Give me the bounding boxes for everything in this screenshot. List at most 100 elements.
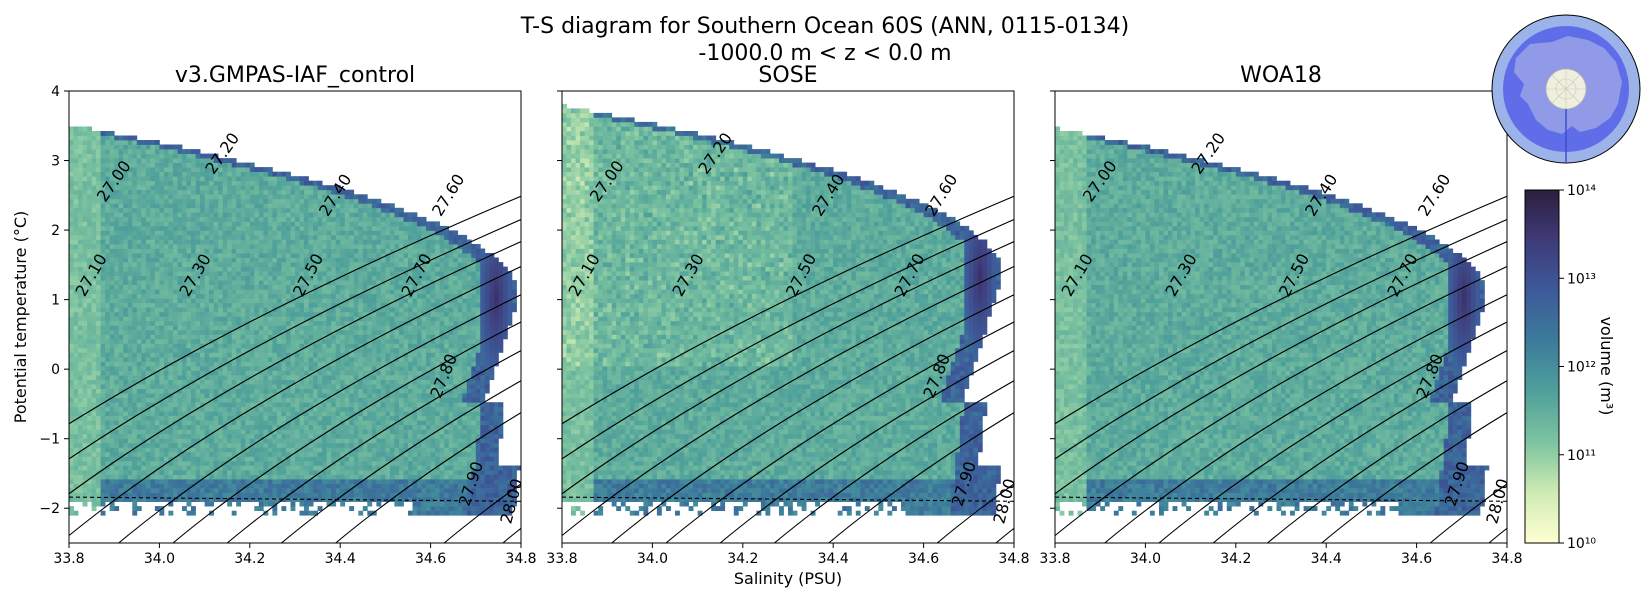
volume-cell — [263, 420, 269, 426]
volume-cell — [299, 316, 305, 322]
volume-cell — [109, 230, 115, 236]
volume-cell — [91, 384, 97, 389]
volume-cell — [299, 221, 305, 227]
volume-cell — [299, 325, 305, 331]
volume-cell — [132, 167, 138, 172]
volume-cell — [358, 325, 364, 331]
volume-cell — [308, 266, 314, 272]
volume-cell — [276, 302, 282, 308]
volume-cell — [177, 375, 183, 380]
volume-cell — [159, 488, 165, 493]
volume-cell — [340, 474, 346, 480]
volume-cell — [168, 447, 174, 453]
volume-cell — [100, 361, 106, 367]
volume-cell — [141, 492, 147, 498]
volume-cell — [281, 307, 287, 313]
volume-cell — [96, 153, 101, 159]
volume-cell — [91, 506, 97, 511]
volume-cell — [82, 140, 88, 145]
volume-cell — [177, 402, 183, 408]
volume-cell — [353, 366, 359, 371]
volume-cell — [173, 465, 178, 471]
volume-cell — [69, 176, 74, 182]
volume-cell — [349, 316, 355, 322]
volume-cell — [227, 456, 233, 462]
volume-cell — [326, 298, 332, 304]
volume-cell — [263, 289, 269, 295]
volume-cell — [100, 284, 106, 290]
volume-cell — [73, 207, 79, 213]
volume-cell — [222, 239, 228, 245]
volume-cell — [91, 293, 97, 299]
volume-cell — [127, 497, 133, 502]
volume-cell — [313, 225, 318, 231]
volume-cell — [168, 357, 174, 362]
volume-cell — [163, 411, 169, 417]
volume-cell — [281, 207, 287, 213]
volume-cell — [340, 271, 346, 276]
volume-cell — [299, 465, 305, 471]
volume-cell — [173, 388, 178, 394]
volume-cell — [258, 239, 264, 245]
volume-cell — [272, 506, 278, 511]
volume-cell — [290, 470, 296, 475]
volume-cell — [69, 239, 74, 245]
volume-cell — [141, 171, 147, 177]
volume-cell — [317, 189, 323, 195]
volume-cell — [272, 293, 278, 299]
volume-cell — [132, 465, 138, 471]
volume-cell — [177, 420, 183, 426]
volume-cell — [322, 470, 327, 475]
volume-cell — [204, 483, 210, 489]
volume-cell — [290, 456, 296, 462]
volume-cell — [313, 325, 318, 331]
volume-cell — [258, 248, 264, 254]
volume-cell — [272, 397, 278, 403]
volume-cell — [154, 402, 160, 408]
volume-cell — [240, 244, 246, 249]
volume-cell — [78, 307, 83, 313]
volume-cell — [91, 239, 97, 245]
volume-cell — [69, 492, 74, 498]
volume-cell — [154, 506, 160, 511]
volume-cell — [78, 221, 83, 227]
volume-cell — [123, 465, 129, 471]
volume-cell — [177, 307, 183, 313]
volume-cell — [159, 271, 165, 276]
volume-cell — [186, 352, 192, 358]
volume-cell — [317, 334, 323, 340]
volume-cell — [295, 329, 300, 335]
volume-cell — [213, 393, 219, 398]
volume-cell — [304, 271, 309, 276]
volume-cell — [182, 488, 187, 493]
volume-cell — [78, 357, 83, 362]
volume-cell — [200, 470, 205, 475]
volume-cell — [82, 402, 88, 408]
volume-cell — [186, 497, 192, 502]
volume-cell — [154, 393, 160, 398]
volume-cell — [295, 338, 300, 344]
volume-cell — [73, 203, 79, 209]
volume-cell — [186, 429, 192, 435]
volume-cell — [286, 275, 291, 281]
volume-cell — [191, 334, 196, 340]
volume-cell — [344, 198, 350, 204]
volume-cell — [136, 352, 142, 358]
volume-cell — [267, 185, 273, 191]
volume-cell — [254, 370, 260, 376]
volume-cell — [204, 325, 210, 331]
volume-cell — [218, 293, 224, 299]
volume-cell — [87, 370, 92, 376]
volume-cell — [258, 194, 264, 200]
volume-cell — [290, 185, 296, 191]
volume-cell — [96, 379, 101, 385]
volume-cell — [163, 284, 169, 290]
volume-cell — [313, 280, 318, 285]
volume-cell — [141, 316, 147, 322]
volume-cell — [200, 384, 205, 389]
volume-cell — [313, 284, 318, 290]
volume-cell — [258, 420, 264, 426]
volume-cell — [141, 244, 147, 249]
volume-cell — [118, 451, 124, 457]
volume-cell — [78, 479, 83, 484]
